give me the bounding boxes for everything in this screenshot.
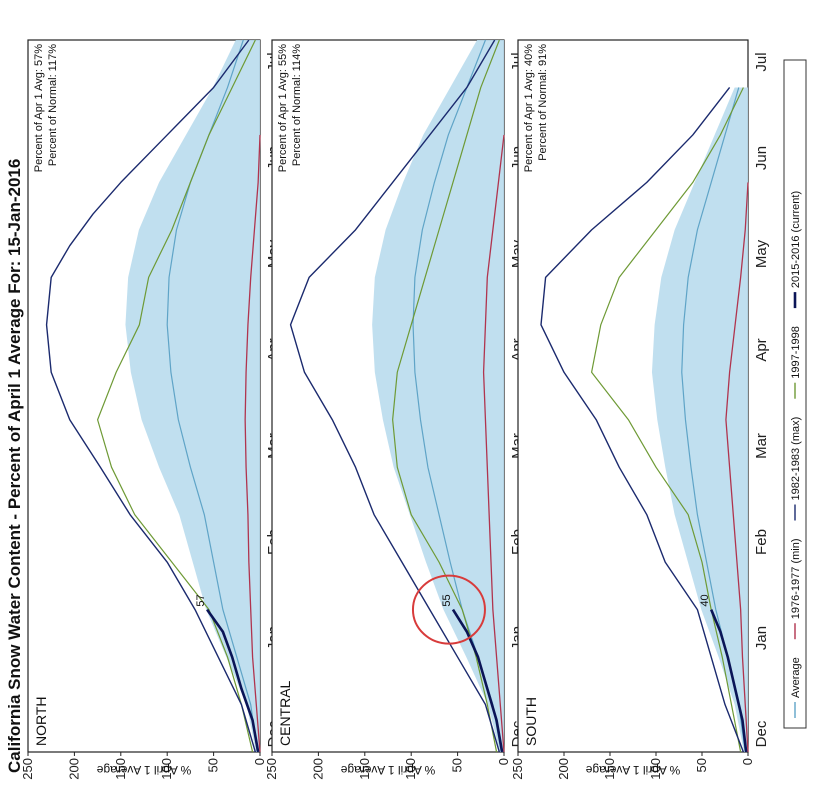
month-label-mar: Mar xyxy=(753,433,770,459)
month-label-apr: Apr xyxy=(753,338,770,361)
y-tick-label: 150 xyxy=(113,758,128,780)
y-tick-label: 250 xyxy=(264,758,279,780)
month-label-feb: Feb xyxy=(753,529,770,555)
y-tick-label: 50 xyxy=(694,758,709,772)
series-max xyxy=(540,87,745,753)
y-tick-label: 0 xyxy=(252,758,267,765)
y-tick-label: 100 xyxy=(159,758,174,780)
series-min xyxy=(244,134,261,753)
legend-label-min: 1976-1977 (min) xyxy=(790,539,802,620)
panel-name: NORTH xyxy=(33,696,49,746)
month-label-jul: Jul xyxy=(753,52,770,71)
y-tick-label: 250 xyxy=(20,758,35,780)
legend-label-max: 1982-1983 (max) xyxy=(790,417,802,501)
y-tick-label: 150 xyxy=(602,758,617,780)
y-axis-label: % April 1 Average xyxy=(340,763,435,777)
normal-range-band xyxy=(372,40,504,752)
y-tick-label: 50 xyxy=(206,758,221,772)
series-min xyxy=(725,182,749,753)
panel-stat-avg: Percent of Apr 1 Avg: 40% xyxy=(523,44,535,172)
y-tick-label: 0 xyxy=(496,758,511,765)
y-tick-label: 200 xyxy=(556,758,571,780)
legend-label-average: Average xyxy=(790,657,802,698)
panel-stat-normal: Percent of Normal: 114% xyxy=(291,44,303,166)
series-1997-1998 xyxy=(591,87,744,753)
legend-label-current: 2015-2016 (current) xyxy=(790,191,802,288)
panel-name: SOUTH xyxy=(523,697,539,746)
y-tick-label: 200 xyxy=(310,758,325,780)
current-value-label: 57 xyxy=(195,594,207,606)
y-tick-label: 50 xyxy=(450,758,465,772)
y-axis-label: % April 1 Average xyxy=(96,763,191,777)
y-tick-label: 0 xyxy=(740,758,755,765)
series-current xyxy=(206,608,260,753)
y-tick-label: 150 xyxy=(357,758,372,780)
series-current xyxy=(709,609,748,753)
y-axis-label: % April 1 Average xyxy=(585,763,680,777)
series-min xyxy=(482,134,505,753)
normal-range-band xyxy=(125,40,260,752)
month-label-dec: Dec xyxy=(753,720,770,747)
legend: Average 1976-1977 (min) 1982-1983 (max) 199… xyxy=(783,59,807,729)
series-1997-1998 xyxy=(97,39,256,753)
series-average xyxy=(412,39,502,753)
highlight-circle xyxy=(411,574,486,645)
y-tick-label: 100 xyxy=(648,758,663,780)
legend-label-y1997: 1997-1998 xyxy=(790,326,802,379)
series-current xyxy=(451,608,504,753)
panels-group: 0 50 100 150 200 250 % April 1 Average Dec Jan Fe… xyxy=(20,39,770,780)
panel-south: 0 50 100 150 200 250 % April 1 Average Dec Jan Fe… xyxy=(510,39,770,780)
series-max xyxy=(289,39,501,753)
normal-range-band xyxy=(651,87,748,752)
y-tick-label: 200 xyxy=(66,758,81,780)
panel-stat-avg: Percent of Apr 1 Avg: 55% xyxy=(277,44,289,172)
current-value-label: 55 xyxy=(441,594,453,606)
series-max xyxy=(45,39,257,753)
panel-stat-normal: Percent of Normal: 117% xyxy=(47,44,59,166)
y-tick-label: 250 xyxy=(510,758,525,780)
panel-name: CENTRAL xyxy=(277,680,293,746)
y-tick-label: 100 xyxy=(403,758,418,780)
current-value-label: 40 xyxy=(699,594,711,606)
month-label-jan: Jan xyxy=(753,626,770,650)
panel-stat-avg: Percent of Apr 1 Avg: 57% xyxy=(33,44,45,172)
chart-title: California Snow Water Content - Percent … xyxy=(5,159,24,773)
month-label-jun: Jun xyxy=(753,146,770,170)
panel-stat-normal: Percent of Normal: 91% xyxy=(537,44,549,161)
series-1997-1998 xyxy=(392,39,500,753)
month-label-may: May xyxy=(753,239,770,268)
